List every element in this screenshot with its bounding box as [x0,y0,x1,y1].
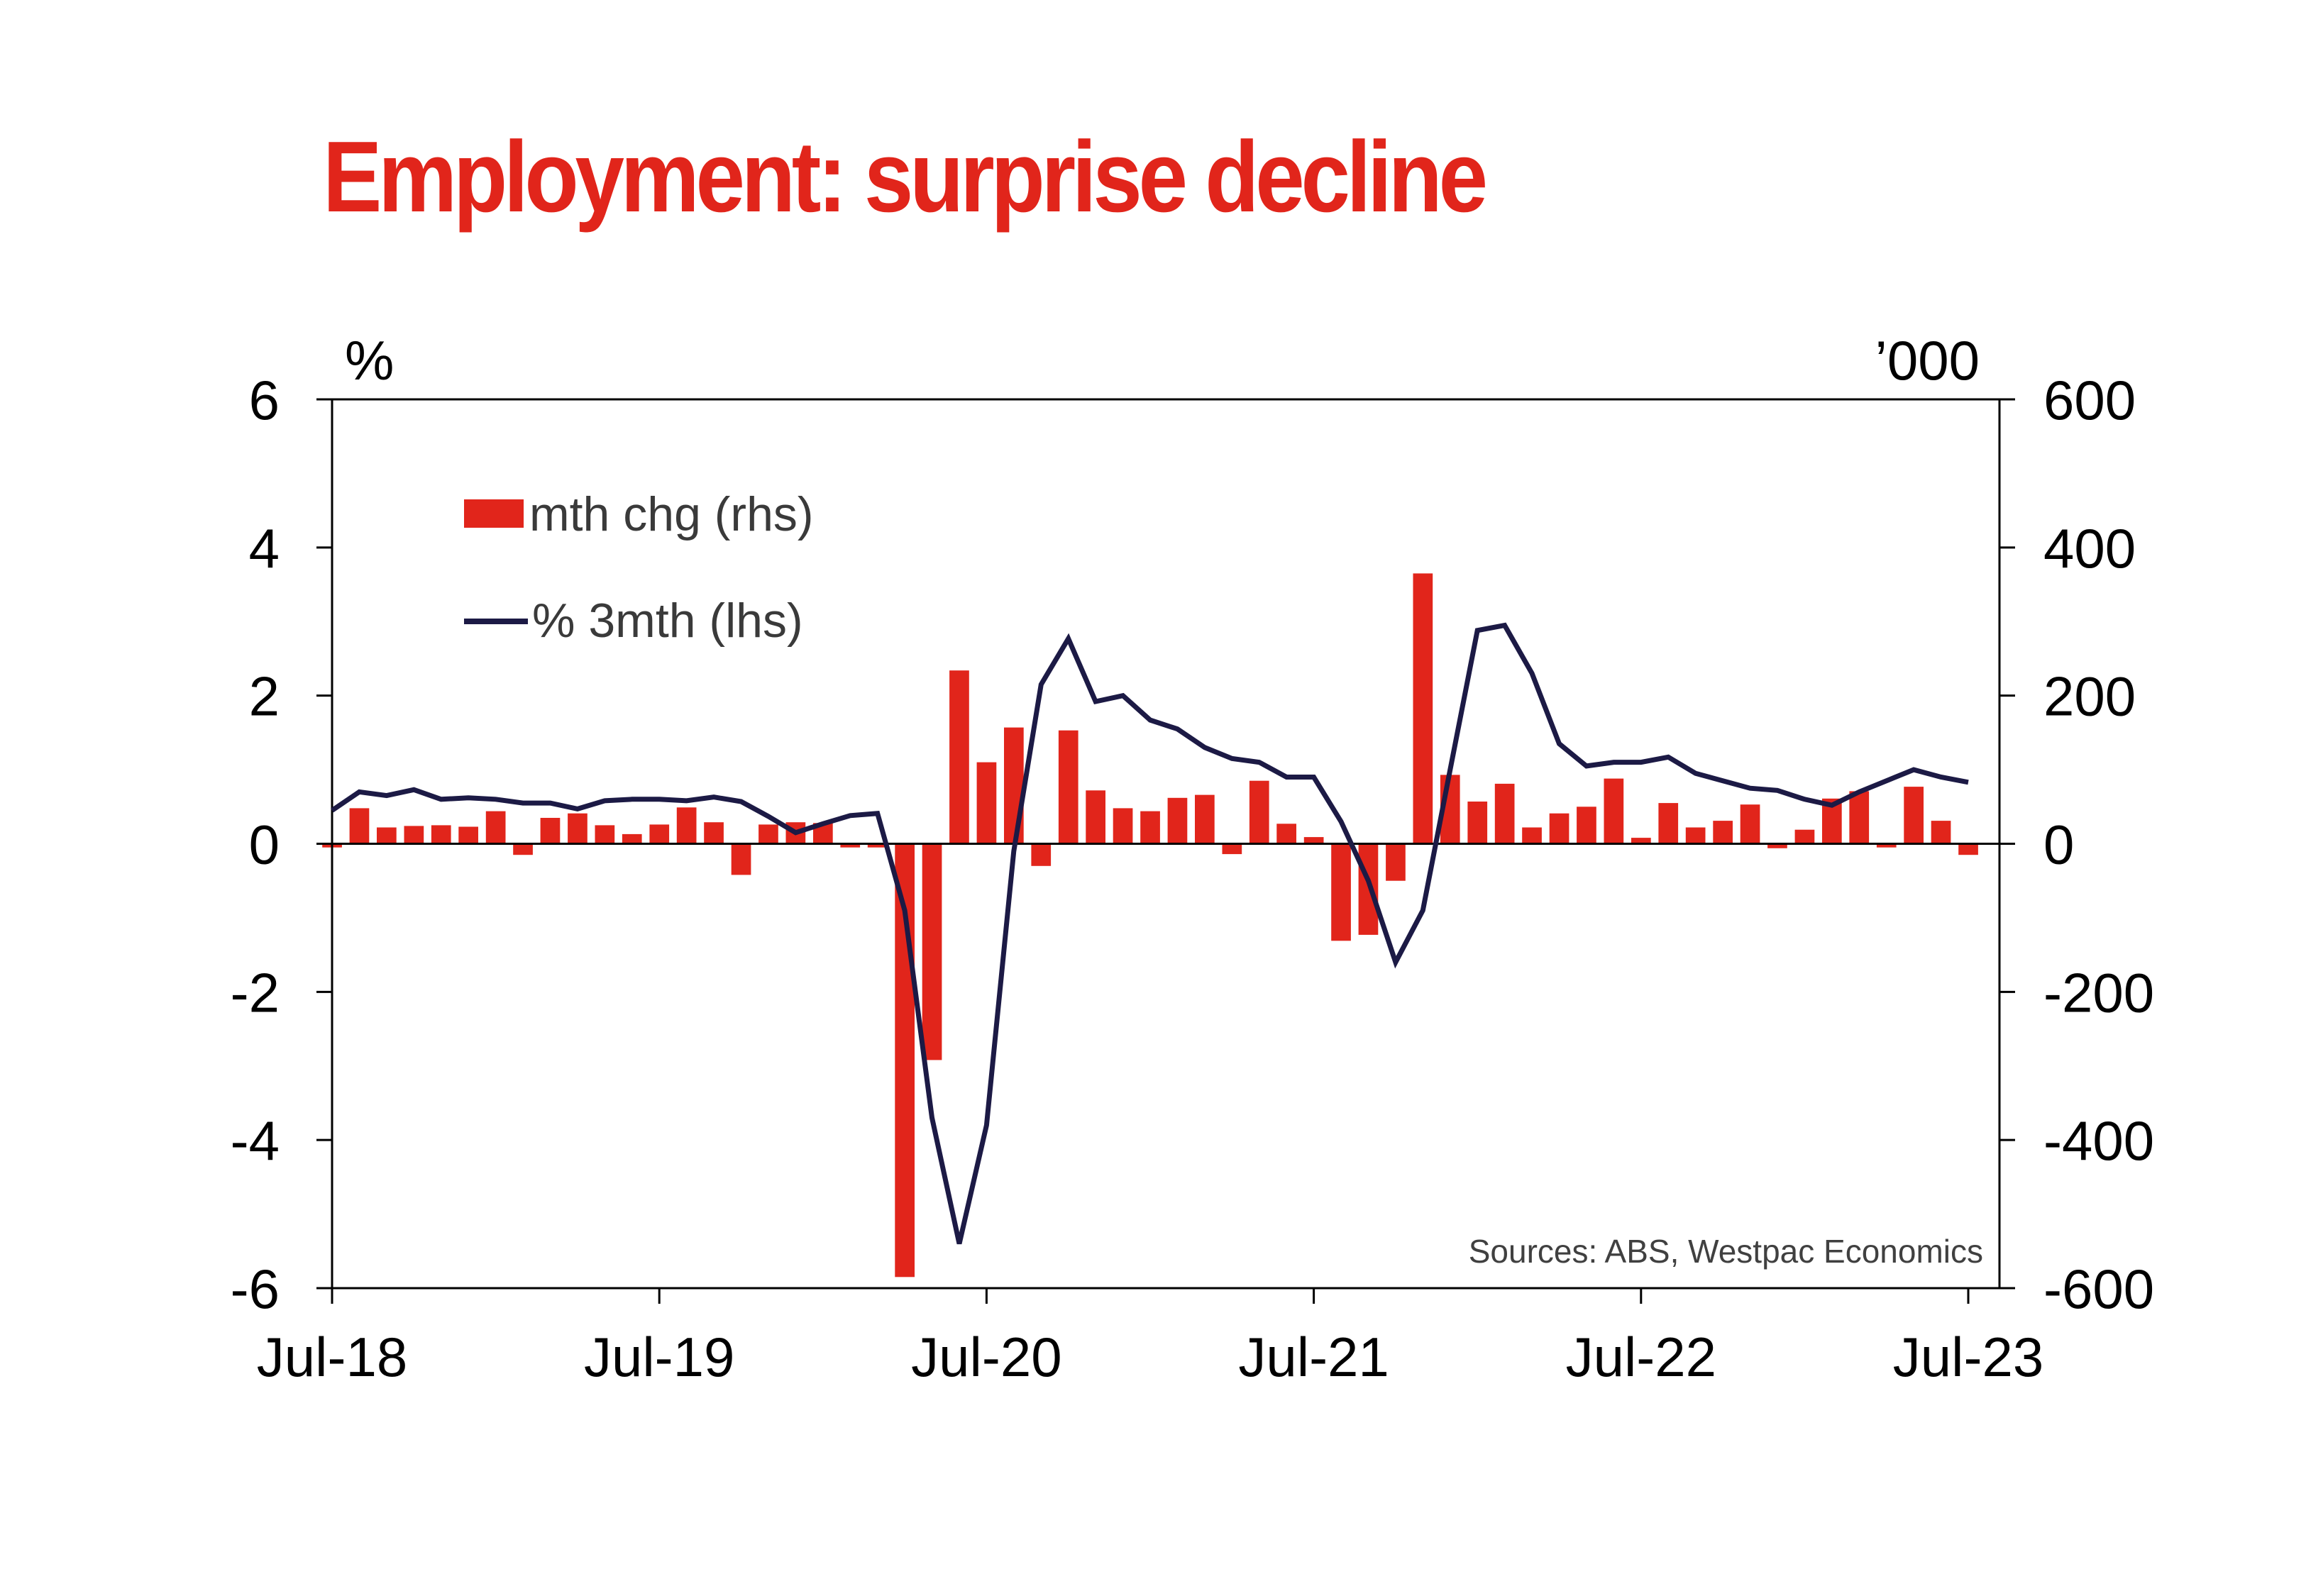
left-axis-unit: % [345,329,394,392]
source-note: Sources: ABS, Westpac Economics [1469,1233,1983,1270]
left-tick-label: -6 [231,1258,280,1320]
legend-line-label: % 3mth (lhs) [532,594,803,648]
bar [595,825,615,844]
bar [1386,843,1406,881]
right-tick-label: 200 [2043,665,2136,728]
bar [1195,794,1215,844]
bar [1958,843,1978,855]
line-series [331,622,1969,1245]
bar [1222,843,1242,855]
x-tick-label: Jul-20 [911,1326,1061,1388]
bar [1167,797,1188,844]
axes: -6 -4 -2 0 2 4 6 -600 -400 -200 0 200 400 600 Jul-18 Ju… [231,329,2154,1388]
bar [1604,778,1624,844]
left-tick-label: 6 [249,369,280,431]
bar [431,825,451,844]
left-tick-label: 2 [249,665,280,728]
bar [1658,803,1679,844]
line-path [331,622,1969,1245]
bar [1303,837,1324,844]
bar [1358,843,1379,935]
bar [1767,843,1787,848]
bar [1849,791,1870,844]
bar [1904,787,1924,844]
bar [1467,802,1488,844]
right-axis-unit: ’000 [1875,329,1980,392]
bar [1740,804,1760,844]
bar [1713,821,1733,844]
bar [949,670,969,844]
bar [349,808,370,844]
bar [1549,813,1569,844]
bar [485,811,506,844]
bar [1931,821,1951,844]
x-tick-label: Jul-21 [1238,1326,1389,1388]
right-tick-label: -400 [2043,1109,2154,1172]
right-tick-label: 400 [2043,517,2136,580]
left-tick-label: 4 [249,517,280,580]
bar [568,813,587,844]
bar [1876,843,1897,848]
bar [1631,838,1651,844]
bar [1031,843,1052,866]
right-tick-label: -600 [2043,1258,2154,1320]
right-tick-label: 0 [2043,814,2074,876]
bar [404,826,424,844]
bar [1058,730,1078,844]
bar [758,824,778,844]
bar [922,843,942,1060]
bar [540,818,561,844]
legend-bar-label: mth chg (rhs) [529,487,814,541]
left-tick-label: 0 [249,814,280,876]
bar [1331,843,1351,941]
bar [1086,790,1105,844]
bar [1413,573,1433,844]
bar [513,843,533,855]
bar [1794,829,1815,844]
chart-title: Employment: surprise decline [323,121,1488,233]
legend: mth chg (rhs) % 3mth (lhs) [464,487,814,648]
bar [1004,727,1024,844]
bar-series [322,573,1978,1278]
bar [458,826,478,844]
bar [649,824,670,844]
bar [1685,827,1706,844]
bar [1522,827,1542,844]
left-tick-label: -4 [231,1109,280,1172]
x-tick-label: Jul-22 [1566,1326,1716,1388]
right-tick-label: 600 [2043,369,2136,431]
bar [1140,811,1160,844]
bar [731,843,751,875]
bar [676,807,697,844]
right-tick-label: -200 [2043,961,2154,1024]
bar [976,762,997,844]
legend-bar-swatch [464,499,524,528]
bar [704,822,724,844]
bar [377,827,397,844]
x-tick-label: Jul-23 [1893,1326,2043,1388]
bar [1113,808,1133,844]
x-tick-label: Jul-19 [584,1326,734,1388]
bar [622,833,642,844]
bar [840,843,861,848]
bar [1494,783,1515,844]
bar [1577,807,1596,844]
left-tick-label: -2 [231,961,280,1024]
bar [1249,780,1269,844]
bar [1276,824,1296,844]
x-tick-label: Jul-18 [257,1326,407,1388]
bar [867,843,888,848]
